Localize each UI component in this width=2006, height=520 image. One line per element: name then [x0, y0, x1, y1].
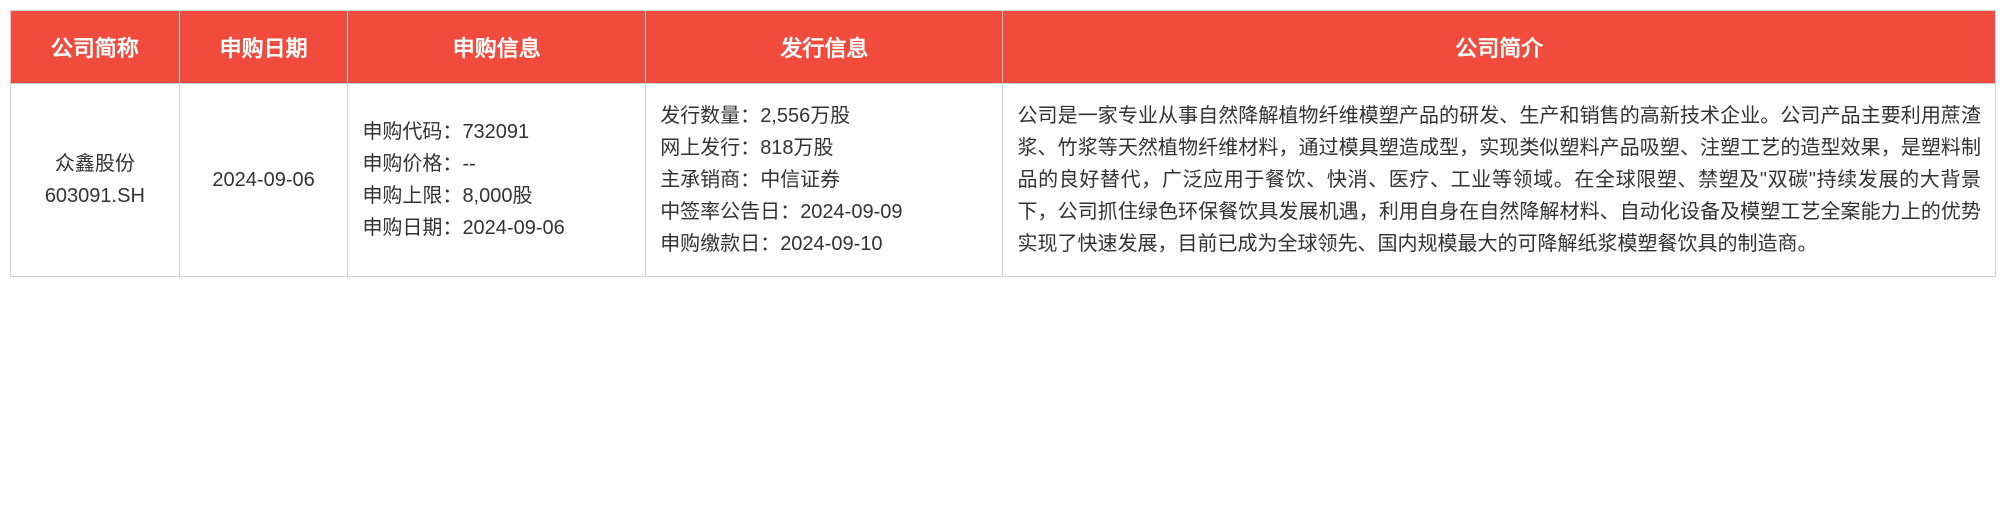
issue-online-label: 网上发行： [660, 137, 760, 159]
sub-date-line: 申购日期：2024-09-06 [362, 212, 631, 244]
issue-pay-line: 申购缴款日：2024-09-10 [660, 228, 988, 260]
header-sub-info: 申购信息 [348, 11, 646, 84]
ipo-table: 公司简称 申购日期 申购信息 发行信息 公司简介 众鑫股份 603091.SH … [10, 10, 1996, 277]
issue-qty-line: 发行数量：2,556万股 [660, 100, 988, 132]
issue-qty-value: 2,556万股 [760, 105, 850, 127]
sub-code-line: 申购代码：732091 [362, 116, 631, 148]
sub-date-label: 申购日期： [362, 217, 462, 239]
table-header: 公司简称 申购日期 申购信息 发行信息 公司简介 [11, 11, 1996, 84]
sub-code-label: 申购代码： [362, 121, 462, 143]
issue-qty-label: 发行数量： [660, 105, 760, 127]
company-name: 众鑫股份 [25, 148, 165, 180]
sub-limit-line: 申购上限：8,000股 [362, 180, 631, 212]
company-description: 公司是一家专业从事自然降解植物纤维模塑产品的研发、生产和销售的高新技术企业。公司… [1017, 105, 1981, 255]
cell-sub-date: 2024-09-06 [179, 84, 348, 277]
issue-lottery-label: 中签率公告日： [660, 201, 800, 223]
sub-price-label: 申购价格： [362, 153, 462, 175]
cell-company-desc: 公司是一家专业从事自然降解植物纤维模塑产品的研发、生产和销售的高新技术企业。公司… [1003, 84, 1996, 277]
subscription-date: 2024-09-06 [212, 169, 314, 191]
issue-online-line: 网上发行：818万股 [660, 132, 988, 164]
issue-lottery-line: 中签率公告日：2024-09-09 [660, 196, 988, 228]
table-row: 众鑫股份 603091.SH 2024-09-06 申购代码：732091 申购… [11, 84, 1996, 277]
cell-company-name: 众鑫股份 603091.SH [11, 84, 180, 277]
issue-underwriter-label: 主承销商： [660, 169, 760, 191]
sub-price-line: 申购价格：-- [362, 148, 631, 180]
header-sub-date: 申购日期 [179, 11, 348, 84]
sub-price-value: -- [462, 153, 475, 175]
sub-date-value: 2024-09-06 [462, 217, 564, 239]
sub-limit-value: 8,000股 [462, 185, 532, 207]
issue-pay-value: 2024-09-10 [780, 233, 882, 255]
issue-lottery-value: 2024-09-09 [800, 201, 902, 223]
cell-issue-info: 发行数量：2,556万股 网上发行：818万股 主承销商：中信证券 中签率公告日… [646, 84, 1003, 277]
issue-pay-label: 申购缴款日： [660, 233, 780, 255]
header-issue-info: 发行信息 [646, 11, 1003, 84]
issue-underwriter-value: 中信证券 [760, 169, 840, 191]
issue-online-value: 818万股 [760, 137, 833, 159]
sub-code-value: 732091 [462, 121, 529, 143]
issue-underwriter-line: 主承销商：中信证券 [660, 164, 988, 196]
company-code: 603091.SH [25, 180, 165, 212]
sub-limit-label: 申购上限： [362, 185, 462, 207]
cell-sub-info: 申购代码：732091 申购价格：-- 申购上限：8,000股 申购日期：202… [348, 84, 646, 277]
header-company-name: 公司简称 [11, 11, 180, 84]
header-company-desc: 公司简介 [1003, 11, 1996, 84]
